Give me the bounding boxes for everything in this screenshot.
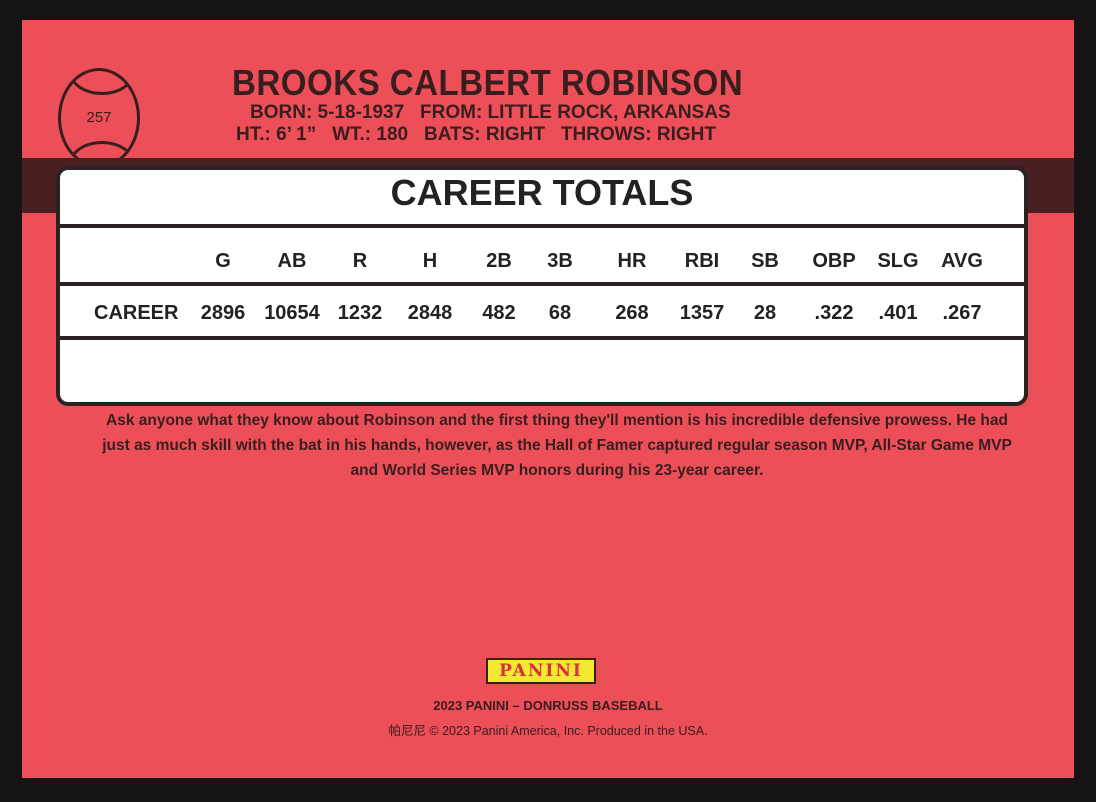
value-sb: 28 — [753, 302, 777, 324]
header-sb: SB — [751, 250, 779, 272]
header-slg: SLG — [877, 250, 919, 272]
header-3b: 3B — [547, 250, 573, 272]
header-r: R — [352, 250, 368, 272]
bats: BATS: RIGHT — [423, 124, 545, 145]
born: BORN: 5-18-1937 — [250, 102, 405, 123]
panini-logo: PANINI — [486, 658, 596, 684]
divider — [60, 282, 1024, 286]
value-3b: 68 — [548, 302, 572, 324]
divider — [60, 224, 1024, 228]
set-name: 2023 PANINI – DONRUSS BASEBALL — [433, 698, 663, 713]
player-name: BROOKS CALBERT ROBINSON — [232, 62, 744, 103]
header-obp: OBP — [812, 250, 856, 272]
copyright: 帕尼尼 © 2023 Panini America, Inc. Produced… — [388, 724, 708, 738]
bio-text: Ask anyone what they know about Robinson… — [102, 412, 1012, 479]
value-slg: .401 — [878, 302, 918, 324]
value-rbi: 1357 — [679, 302, 725, 324]
stats-box: CAREER TOTALS G AB R H 2B 3B HR RBI SB OBP SLG AVG … — [56, 166, 1028, 406]
value-g: 2896 — [200, 302, 246, 324]
baseball-icon: 257 — [58, 68, 140, 168]
weight: WT.: 180 — [332, 124, 409, 145]
value-2b: 482 — [482, 302, 516, 324]
value-hr: 268 — [615, 302, 649, 324]
header-h: H — [422, 250, 438, 272]
stats-row-career: CAREER 2896 10654 1232 2848 482 68 268 1357 28 .3… — [60, 302, 1024, 332]
value-obp: .322 — [814, 302, 854, 324]
header-rbi: RBI — [684, 250, 720, 272]
throws: THROWS: RIGHT — [560, 124, 716, 145]
header-hr: HR — [617, 250, 647, 272]
divider — [60, 336, 1024, 340]
stats-title: CAREER TOTALS — [390, 172, 694, 213]
header-avg: AVG — [941, 250, 983, 272]
value-h: 2848 — [407, 302, 453, 324]
value-avg: .267 — [942, 302, 982, 324]
header-g: G — [215, 250, 231, 272]
row-label: CAREER — [94, 302, 179, 324]
stats-header-row: G AB R H 2B 3B HR RBI SB OBP SLG AVG — [60, 250, 1024, 280]
card-number: 257 — [86, 109, 112, 126]
bio-line-2: HT.: 6’ 1” WT.: 180 BATS: RIGHT THROWS: … — [236, 124, 716, 146]
header-ab: AB — [277, 250, 307, 272]
from: FROM: LITTLE ROCK, ARKANSAS — [420, 102, 731, 123]
header-2b: 2B — [486, 250, 512, 272]
height: HT.: 6’ 1” — [236, 124, 317, 145]
card-back: 257 BROOKS CALBERT ROBINSON BORN: 5-18-1… — [22, 20, 1074, 778]
value-r: 1232 — [337, 302, 383, 324]
value-ab: 10654 — [264, 302, 320, 324]
bio-line-1: BORN: 5-18-1937 FROM: LITTLE ROCK, ARKAN… — [250, 102, 731, 124]
